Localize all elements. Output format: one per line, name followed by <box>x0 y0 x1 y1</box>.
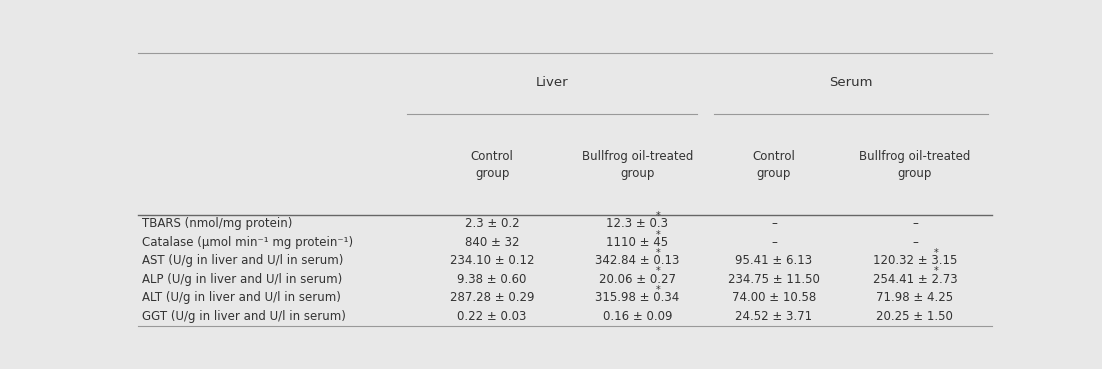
Text: –: – <box>771 217 777 231</box>
Text: 20.06 ± 0.27: 20.06 ± 0.27 <box>598 273 676 286</box>
Text: 120.32 ± 3.15: 120.32 ± 3.15 <box>873 255 958 268</box>
Text: –: – <box>912 217 918 231</box>
Text: Catalase (μmol min⁻¹ mg protein⁻¹): Catalase (μmol min⁻¹ mg protein⁻¹) <box>142 236 353 249</box>
Text: 254.41 ± 2.73: 254.41 ± 2.73 <box>873 273 958 286</box>
Text: 24.52 ± 3.71: 24.52 ± 3.71 <box>735 310 812 323</box>
Text: *: * <box>656 230 661 239</box>
Text: Bullfrog oil-treated
group: Bullfrog oil-treated group <box>582 150 693 180</box>
Text: *: * <box>656 266 661 276</box>
Text: 9.38 ± 0.60: 9.38 ± 0.60 <box>457 273 527 286</box>
Text: –: – <box>771 236 777 249</box>
Text: 234.75 ± 11.50: 234.75 ± 11.50 <box>728 273 820 286</box>
Text: GGT (U/g in liver and U/l in serum): GGT (U/g in liver and U/l in serum) <box>142 310 346 323</box>
Text: TBARS (nmol/mg protein): TBARS (nmol/mg protein) <box>142 217 292 231</box>
Text: *: * <box>933 266 939 276</box>
Text: 20.25 ± 1.50: 20.25 ± 1.50 <box>876 310 953 323</box>
Text: –: – <box>912 236 918 249</box>
Text: 95.41 ± 6.13: 95.41 ± 6.13 <box>735 255 812 268</box>
Text: Bullfrog oil-treated
group: Bullfrog oil-treated group <box>860 150 971 180</box>
Text: 1110 ± 45: 1110 ± 45 <box>606 236 669 249</box>
Text: *: * <box>933 248 939 258</box>
Text: AST (U/g in liver and U/l in serum): AST (U/g in liver and U/l in serum) <box>142 255 344 268</box>
Text: 71.98 ± 4.25: 71.98 ± 4.25 <box>876 292 953 304</box>
Text: 0.16 ± 0.09: 0.16 ± 0.09 <box>603 310 672 323</box>
Text: 287.28 ± 0.29: 287.28 ± 0.29 <box>450 292 534 304</box>
Text: ALT (U/g in liver and U/l in serum): ALT (U/g in liver and U/l in serum) <box>142 292 341 304</box>
Text: 315.98 ± 0.34: 315.98 ± 0.34 <box>595 292 680 304</box>
Text: 342.84 ± 0.13: 342.84 ± 0.13 <box>595 255 680 268</box>
Text: 840 ± 32: 840 ± 32 <box>465 236 519 249</box>
Text: 234.10 ± 0.12: 234.10 ± 0.12 <box>450 255 534 268</box>
Text: Liver: Liver <box>536 76 569 89</box>
Text: 12.3 ± 0.3: 12.3 ± 0.3 <box>606 217 669 231</box>
Text: 2.3 ± 0.2: 2.3 ± 0.2 <box>465 217 519 231</box>
Text: Serum: Serum <box>829 76 873 89</box>
Text: 0.22 ± 0.03: 0.22 ± 0.03 <box>457 310 527 323</box>
Text: 74.00 ± 10.58: 74.00 ± 10.58 <box>732 292 817 304</box>
Text: ALP (U/g in liver and U/l in serum): ALP (U/g in liver and U/l in serum) <box>142 273 343 286</box>
Text: *: * <box>656 211 661 221</box>
Text: Control
group: Control group <box>471 150 514 180</box>
Text: Control
group: Control group <box>753 150 796 180</box>
Text: *: * <box>656 285 661 295</box>
Text: *: * <box>656 248 661 258</box>
